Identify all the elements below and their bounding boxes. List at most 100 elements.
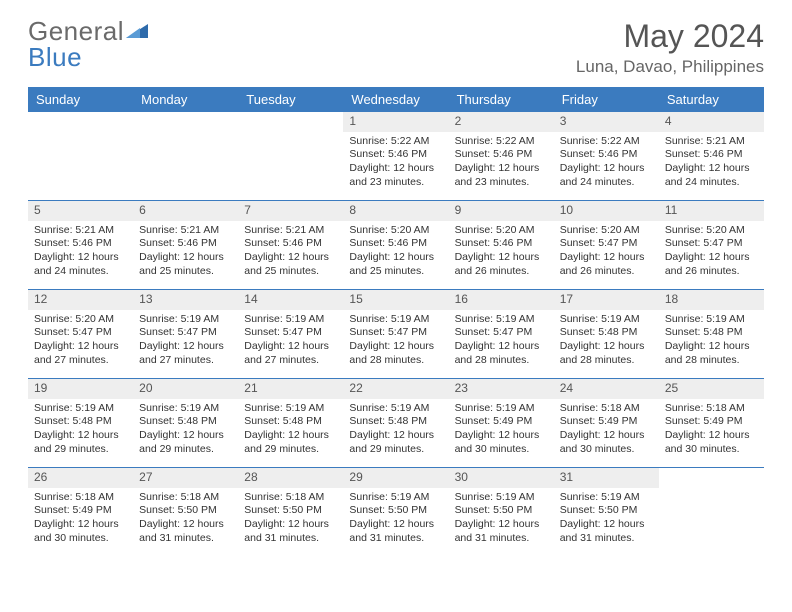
sunset-line: Sunset: 5:50 PM	[349, 504, 442, 518]
day-cell: 22Sunrise: 5:19 AMSunset: 5:48 PMDayligh…	[343, 379, 448, 467]
day-cell: 8Sunrise: 5:20 AMSunset: 5:46 PMDaylight…	[343, 201, 448, 289]
weekday-header: Wednesday	[343, 87, 448, 112]
day-content: Sunrise: 5:22 AMSunset: 5:46 PMDaylight:…	[558, 135, 655, 190]
weekday-header: Monday	[133, 87, 238, 112]
daylight-line: Daylight: 12 hours and 28 minutes.	[455, 340, 548, 367]
sunrise-line: Sunrise: 5:19 AM	[455, 402, 548, 416]
daylight-line: Daylight: 12 hours and 27 minutes.	[139, 340, 232, 367]
day-number: 16	[449, 290, 554, 310]
sunrise-line: Sunrise: 5:20 AM	[455, 224, 548, 238]
day-cell: 1 Sunrise: 5:22 AMSunset: 5:46 PMDaylight…	[343, 112, 448, 200]
week-row: 12Sunrise: 5:20 AMSunset: 5:47 PMDayligh…	[28, 290, 764, 379]
day-cell	[28, 112, 133, 200]
day-cell: 6 Sunrise: 5:21 AMSunset: 5:46 PMDaylight…	[133, 201, 238, 289]
sunrise-line: Sunrise: 5:19 AM	[560, 491, 653, 505]
day-cell: 5Sunrise: 5:21 AMSunset: 5:46 PMDaylight…	[28, 201, 133, 289]
daylight-line: Daylight: 12 hours and 29 minutes.	[244, 429, 337, 456]
sunset-line: Sunset: 5:50 PM	[244, 504, 337, 518]
sunrise-line: Sunrise: 5:21 AM	[34, 224, 127, 238]
sunrise-line: Sunrise: 5:20 AM	[560, 224, 653, 238]
day-cell: 19Sunrise: 5:19 AMSunset: 5:48 PMDayligh…	[28, 379, 133, 467]
sunrise-line: Sunrise: 5:20 AM	[34, 313, 127, 327]
day-content: Sunrise: 5:22 AMSunset: 5:46 PMDaylight:…	[347, 135, 444, 190]
day-number: 23	[449, 379, 554, 399]
day-cell: 4Sunrise: 5:21 AMSunset: 5:46 PMDaylight…	[659, 112, 764, 200]
daylight-line: Daylight: 12 hours and 30 minutes.	[34, 518, 127, 545]
day-content: Sunrise: 5:21 AMSunset: 5:46 PMDaylight:…	[137, 224, 234, 279]
sunset-line: Sunset: 5:48 PM	[349, 415, 442, 429]
day-content: Sunrise: 5:19 AMSunset: 5:47 PMDaylight:…	[137, 313, 234, 368]
sunset-line: Sunset: 5:49 PM	[665, 415, 758, 429]
day-number: 18	[659, 290, 764, 310]
sunset-line: Sunset: 5:48 PM	[665, 326, 758, 340]
sunset-line: Sunset: 5:46 PM	[665, 148, 758, 162]
day-cell: 28Sunrise: 5:18 AMSunset: 5:50 PMDayligh…	[238, 468, 343, 556]
sunrise-line: Sunrise: 5:19 AM	[139, 313, 232, 327]
daylight-line: Daylight: 12 hours and 31 minutes.	[560, 518, 653, 545]
day-number: 11	[659, 201, 764, 221]
day-content: Sunrise: 5:18 AMSunset: 5:49 PMDaylight:…	[663, 402, 760, 457]
sunset-line: Sunset: 5:50 PM	[139, 504, 232, 518]
daylight-line: Daylight: 12 hours and 31 minutes.	[244, 518, 337, 545]
day-content: Sunrise: 5:20 AMSunset: 5:47 PMDaylight:…	[663, 224, 760, 279]
sunrise-line: Sunrise: 5:19 AM	[34, 402, 127, 416]
day-content: Sunrise: 5:19 AMSunset: 5:48 PMDaylight:…	[663, 313, 760, 368]
sunrise-line: Sunrise: 5:22 AM	[560, 135, 653, 149]
day-content: Sunrise: 5:19 AMSunset: 5:47 PMDaylight:…	[242, 313, 339, 368]
daylight-line: Daylight: 12 hours and 30 minutes.	[560, 429, 653, 456]
sunrise-line: Sunrise: 5:20 AM	[349, 224, 442, 238]
daylight-line: Daylight: 12 hours and 31 minutes.	[349, 518, 442, 545]
day-number: 20	[133, 379, 238, 399]
sunrise-line: Sunrise: 5:18 AM	[665, 402, 758, 416]
daylight-line: Daylight: 12 hours and 28 minutes.	[349, 340, 442, 367]
daylight-line: Daylight: 12 hours and 29 minutes.	[34, 429, 127, 456]
day-number: 1	[343, 112, 448, 132]
sunset-line: Sunset: 5:47 PM	[455, 326, 548, 340]
daylight-line: Daylight: 12 hours and 24 minutes.	[665, 162, 758, 189]
day-number: 27	[133, 468, 238, 488]
week-row: 26Sunrise: 5:18 AMSunset: 5:49 PMDayligh…	[28, 468, 764, 556]
day-content: Sunrise: 5:20 AMSunset: 5:47 PMDaylight:…	[32, 313, 129, 368]
day-cell	[238, 112, 343, 200]
calendar-grid: SundayMondayTuesdayWednesdayThursdayFrid…	[28, 87, 764, 556]
day-cell: 11 Sunrise: 5:20 AMSunset: 5:47 PMDayligh…	[659, 201, 764, 289]
sunrise-line: Sunrise: 5:19 AM	[244, 402, 337, 416]
day-content: Sunrise: 5:19 AMSunset: 5:47 PMDaylight:…	[347, 313, 444, 368]
day-number: 19	[28, 379, 133, 399]
day-content: Sunrise: 5:19 AMSunset: 5:49 PMDaylight:…	[453, 402, 550, 457]
sunset-line: Sunset: 5:49 PM	[34, 504, 127, 518]
sunrise-line: Sunrise: 5:21 AM	[139, 224, 232, 238]
sunset-line: Sunset: 5:47 PM	[244, 326, 337, 340]
sunset-line: Sunset: 5:46 PM	[139, 237, 232, 251]
daylight-line: Daylight: 12 hours and 23 minutes.	[455, 162, 548, 189]
day-cell: 18 Sunrise: 5:19 AMSunset: 5:48 PMDayligh…	[659, 290, 764, 378]
day-cell: 29Sunrise: 5:19 AMSunset: 5:50 PMDayligh…	[343, 468, 448, 556]
daylight-line: Daylight: 12 hours and 31 minutes.	[455, 518, 548, 545]
day-number: 3	[554, 112, 659, 132]
day-content: Sunrise: 5:19 AMSunset: 5:48 PMDaylight:…	[558, 313, 655, 368]
sunset-line: Sunset: 5:48 PM	[560, 326, 653, 340]
day-content: Sunrise: 5:19 AMSunset: 5:47 PMDaylight:…	[453, 313, 550, 368]
day-cell: 9Sunrise: 5:20 AMSunset: 5:46 PMDaylight…	[449, 201, 554, 289]
sunset-line: Sunset: 5:46 PM	[34, 237, 127, 251]
daylight-line: Daylight: 12 hours and 24 minutes.	[560, 162, 653, 189]
daylight-line: Daylight: 12 hours and 30 minutes.	[665, 429, 758, 456]
day-cell	[659, 468, 764, 556]
daylight-line: Daylight: 12 hours and 27 minutes.	[244, 340, 337, 367]
day-number: 30	[449, 468, 554, 488]
day-content: Sunrise: 5:19 AMSunset: 5:48 PMDaylight:…	[242, 402, 339, 457]
day-number: 21	[238, 379, 343, 399]
logo: GeneralBlue	[28, 18, 150, 70]
day-number: 8	[343, 201, 448, 221]
sunrise-line: Sunrise: 5:19 AM	[349, 313, 442, 327]
day-cell: 25Sunrise: 5:18 AMSunset: 5:49 PMDayligh…	[659, 379, 764, 467]
sunset-line: Sunset: 5:50 PM	[560, 504, 653, 518]
sunrise-line: Sunrise: 5:19 AM	[139, 402, 232, 416]
weekday-header-row: SundayMondayTuesdayWednesdayThursdayFrid…	[28, 87, 764, 112]
sunrise-line: Sunrise: 5:19 AM	[455, 491, 548, 505]
day-cell: 2Sunrise: 5:22 AMSunset: 5:46 PMDaylight…	[449, 112, 554, 200]
day-number: 29	[343, 468, 448, 488]
sunrise-line: Sunrise: 5:21 AM	[665, 135, 758, 149]
sunrise-line: Sunrise: 5:18 AM	[244, 491, 337, 505]
day-number: 6	[133, 201, 238, 221]
